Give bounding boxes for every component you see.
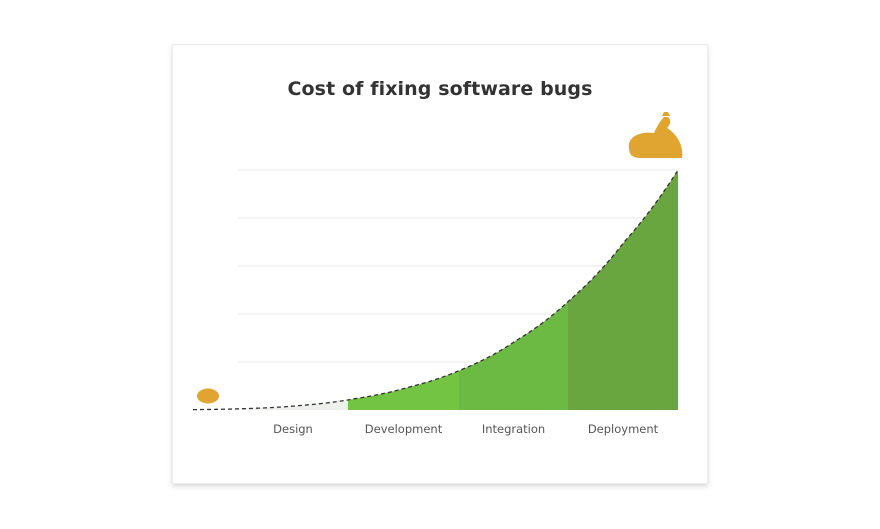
- area-integration: [459, 301, 568, 410]
- x-tick-label-deployment: Deployment: [588, 422, 659, 436]
- area-deployment: [568, 170, 678, 410]
- x-tick-label-integration: Integration: [482, 422, 545, 436]
- x-tick-label-development: Development: [365, 422, 443, 436]
- area-segments: [238, 170, 678, 410]
- area-development: [348, 370, 459, 410]
- cost-curve: [192, 171, 678, 411]
- x-tick-labels: Design Development Integration Deployment: [273, 422, 659, 436]
- chart-title: Cost of fixing software bugs: [287, 78, 593, 100]
- money-bag-icon: [628, 112, 683, 158]
- x-tick-label-design: Design: [273, 422, 313, 436]
- coin-icon: [197, 388, 219, 404]
- area-design: [238, 399, 348, 410]
